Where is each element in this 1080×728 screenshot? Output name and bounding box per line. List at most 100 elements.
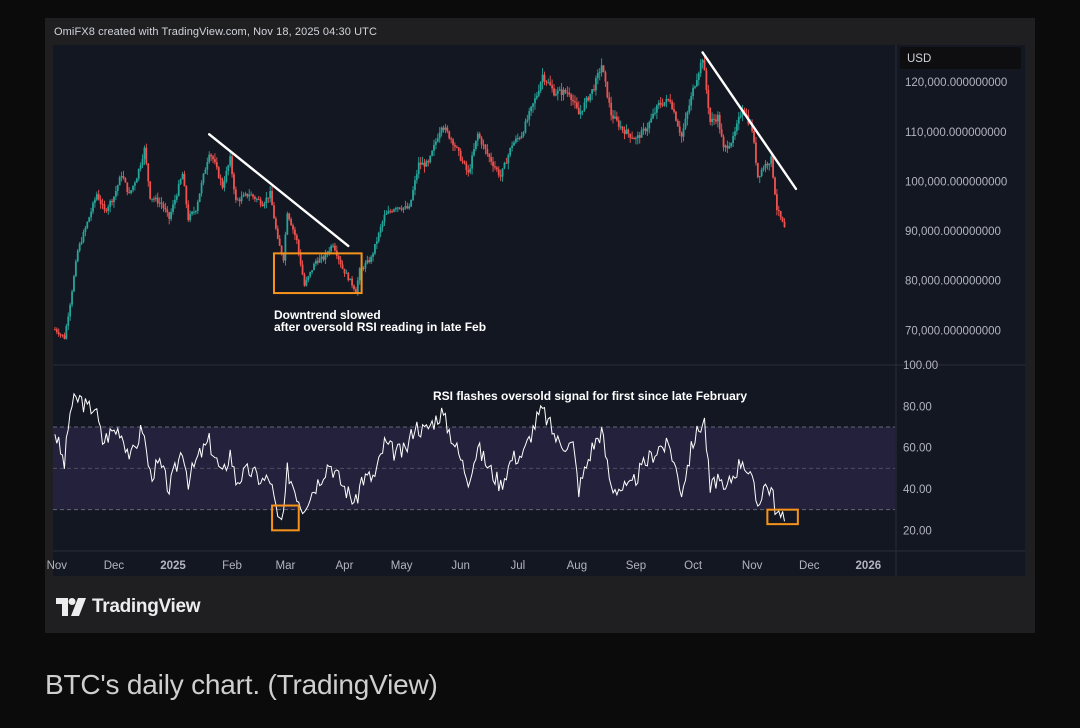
candle-body	[82, 232, 85, 242]
candle-body	[292, 225, 294, 230]
candle-body	[147, 163, 150, 182]
candle-body	[244, 193, 247, 195]
candle-body	[166, 209, 169, 213]
candle-body	[652, 113, 654, 119]
candle-body	[650, 118, 653, 123]
candle-body	[440, 127, 443, 133]
candle-body	[90, 211, 92, 218]
candle-body	[265, 197, 268, 204]
candle-body	[684, 118, 687, 129]
candle-body	[459, 150, 462, 161]
candle-body	[187, 204, 190, 221]
candle-body	[585, 97, 588, 103]
candle-body	[273, 205, 275, 219]
candle-body	[566, 92, 569, 94]
candle-body	[655, 105, 658, 113]
candle-body	[553, 88, 555, 96]
candle-body	[86, 221, 89, 229]
candle-body	[137, 168, 140, 179]
candle-body	[625, 129, 628, 134]
candle-body	[593, 89, 595, 91]
candle-body	[217, 167, 220, 178]
candle-body	[406, 206, 409, 209]
candle-body	[76, 250, 79, 262]
candle-body	[478, 133, 481, 138]
candle-body	[633, 138, 635, 140]
price-annotation-line: Downtrend slowed	[274, 308, 381, 322]
candle-body	[276, 228, 279, 239]
price-axis-tick-label: 110,000.000000000	[905, 127, 1006, 139]
candle-body	[692, 87, 694, 97]
candle-body	[394, 208, 397, 210]
candle-body	[417, 162, 420, 174]
candle-body	[615, 116, 618, 121]
candle-body	[234, 189, 237, 200]
candle-body	[513, 142, 515, 146]
candle-body	[362, 267, 365, 269]
candle-body	[389, 211, 392, 213]
candle-body	[543, 74, 546, 82]
candle-body	[412, 190, 414, 200]
candle-body	[280, 245, 283, 254]
tradingview-chart[interactable]: 120,000.000000000 110,000.000000000 100,00…	[45, 18, 1035, 598]
candle-body	[347, 272, 350, 281]
candle-body	[351, 278, 353, 286]
candle-body	[214, 159, 216, 163]
rsi-axis-tick-label: 40.00	[903, 484, 932, 496]
candle-body	[688, 105, 691, 113]
candle-body	[575, 102, 578, 108]
candle-body	[716, 114, 719, 122]
candle-body	[200, 182, 203, 194]
candle-body	[545, 81, 548, 83]
candle-body	[254, 196, 256, 199]
candle-body	[661, 104, 664, 106]
candle-body	[135, 178, 138, 183]
candle-body	[705, 70, 708, 90]
candle-body	[758, 175, 761, 178]
candle-body	[377, 232, 380, 242]
candle-body	[415, 173, 418, 181]
candle-body	[783, 221, 786, 228]
candle-body	[715, 119, 717, 122]
trendline	[208, 133, 350, 248]
candle-body	[635, 138, 637, 140]
time-axis-tick-label: May	[391, 560, 413, 572]
rsi-axis-tick-label: 20.00	[903, 525, 932, 537]
candle-body	[313, 263, 315, 271]
candle-body	[457, 147, 460, 151]
candle-body	[475, 140, 477, 150]
candle-body	[562, 89, 565, 95]
candle-body	[646, 128, 649, 132]
candle-body	[657, 102, 660, 106]
candle-body	[175, 195, 178, 200]
candle-body	[252, 194, 254, 197]
candle-body	[442, 127, 445, 130]
currency-label: USD	[907, 53, 931, 65]
candle-body	[364, 263, 367, 269]
candle-body	[303, 274, 306, 286]
candle-body	[518, 137, 521, 139]
candle-body	[608, 97, 611, 103]
candle-body	[720, 129, 723, 137]
candle-body	[71, 291, 73, 305]
candle-body	[151, 198, 153, 200]
candle-body	[111, 200, 113, 203]
candle-body	[156, 197, 159, 204]
candle-body	[435, 141, 437, 145]
candle-body	[74, 261, 77, 277]
candle-body	[602, 65, 605, 73]
candle-body	[774, 177, 776, 195]
candle-body	[126, 182, 129, 193]
candle-body	[673, 109, 675, 112]
candle-body	[640, 129, 643, 138]
time-axis-tick-label: Mar	[276, 560, 296, 572]
time-axis-tick-label: Dec	[104, 560, 125, 572]
candle-body	[471, 155, 473, 169]
price-annotation-line: after oversold RSI reading in late Feb	[274, 320, 486, 334]
candle-body	[198, 193, 201, 202]
candle-body	[595, 78, 597, 91]
candle-body	[402, 207, 405, 210]
candle-body	[80, 241, 83, 244]
candle-body	[233, 174, 235, 190]
time-axis-tick-label: Dec	[799, 560, 820, 572]
